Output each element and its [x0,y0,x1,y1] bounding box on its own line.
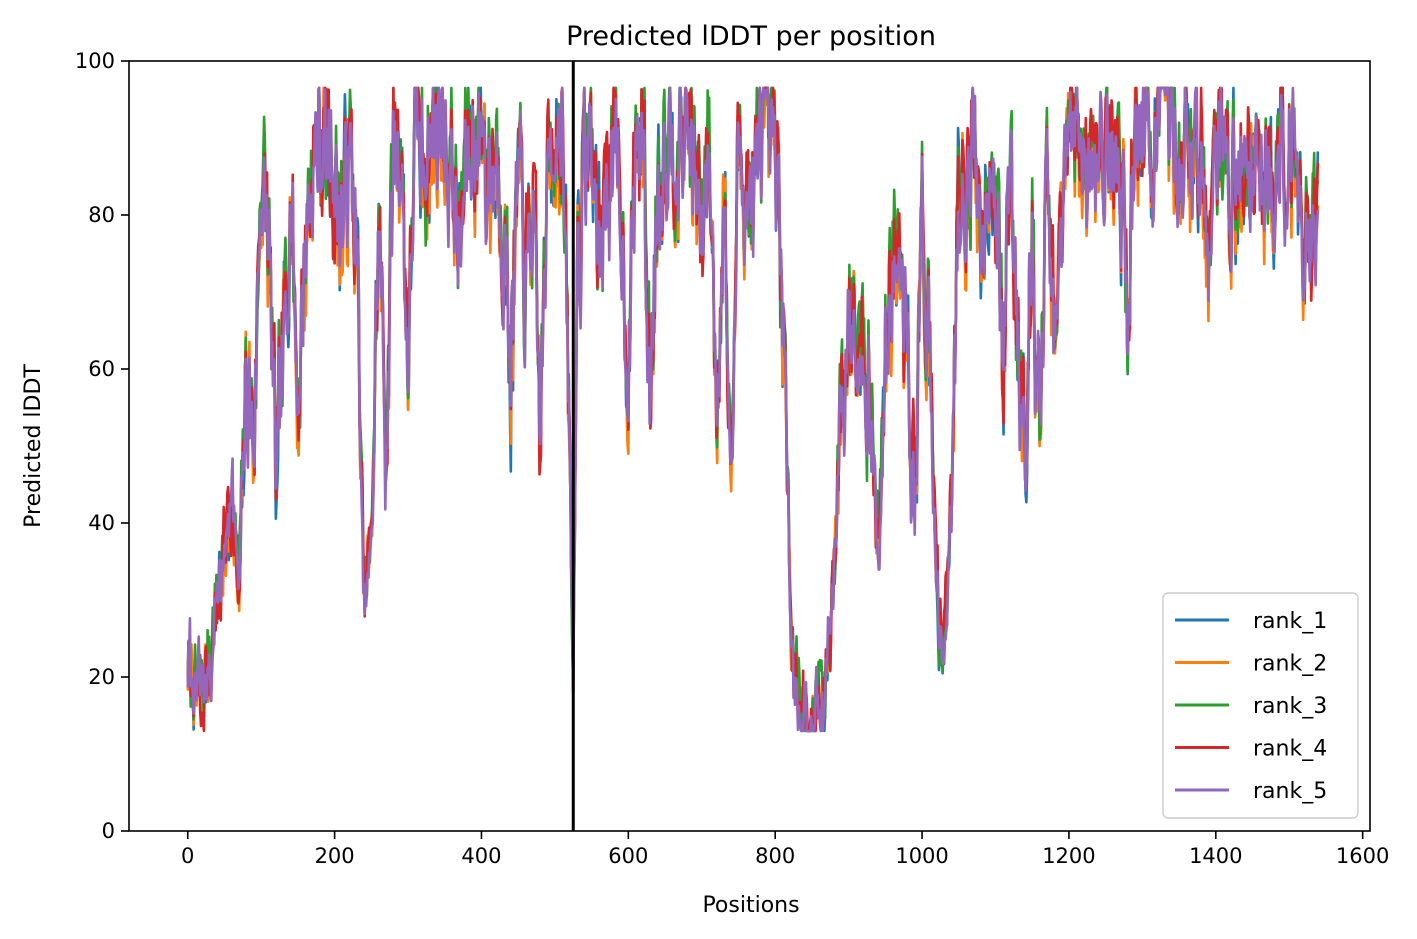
y-tick-label: 20 [88,665,115,689]
y-tick-label: 100 [75,49,115,73]
x-tick-label: 800 [755,844,795,868]
x-tick-label: 0 [181,844,194,868]
y-tick-label: 80 [88,203,115,227]
series-line-rank_5 [186,86,1320,733]
series-layer [186,86,1320,733]
x-tick-label: 1200 [1042,844,1095,868]
axes-frame [128,60,1371,832]
x-tick-label: 600 [608,844,648,868]
legend-label-rank_5: rank_5 [1253,779,1327,804]
legend-label-rank_4: rank_4 [1253,737,1327,762]
y-tick-label: 60 [88,357,115,381]
x-tick-label: 1000 [895,844,948,868]
y-tick-label: 40 [88,511,115,535]
x-tick-label: 1400 [1189,844,1242,868]
plot-area: 0 200 400 600 800 1000 1200 1400 1600 0 20 40 60 80 1… [75,49,1389,868]
x-axis-label: Positions [702,893,799,918]
x-tick-label: 200 [315,844,355,868]
x-tick-label: 400 [461,844,501,868]
legend-label-rank_1: rank_1 [1253,609,1327,634]
y-tick-label: 0 [102,819,115,843]
x-tick-label: 1600 [1336,844,1389,868]
y-axis-ticks: 0 20 40 60 80 100 [75,49,129,843]
chart-title: Predicted lDDT per position [566,21,936,52]
legend-box [1162,592,1359,819]
legend-label-rank_2: rank_2 [1253,652,1327,677]
legend-label-rank_3: rank_3 [1253,694,1327,719]
y-axis-label: Predicted lDDT [21,364,46,528]
legend: rank_1 rank_2 rank_3 rank_4 rank_5 [1162,592,1359,819]
x-axis-ticks: 0 200 400 600 800 1000 1200 1400 1600 [181,831,1389,868]
